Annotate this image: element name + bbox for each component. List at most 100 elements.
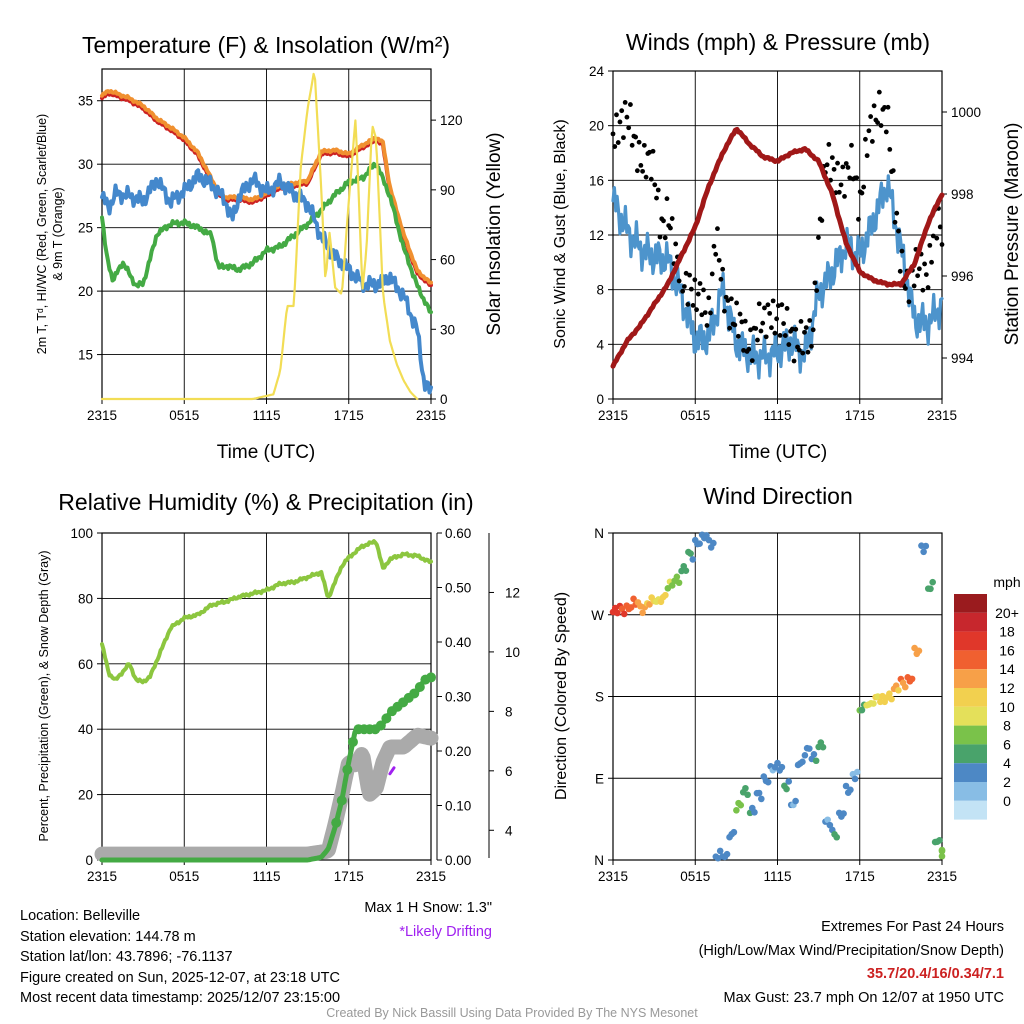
gust-point bbox=[871, 103, 877, 109]
gust-point bbox=[661, 218, 666, 224]
wind-ytick-label: 0 bbox=[596, 392, 604, 407]
direction-point bbox=[915, 647, 923, 655]
direction-point bbox=[801, 752, 809, 759]
legend-label: 14 bbox=[999, 661, 1015, 677]
gust-point bbox=[746, 346, 752, 352]
precip-dot bbox=[414, 681, 425, 692]
gust-point bbox=[866, 128, 872, 134]
direction-point bbox=[744, 791, 751, 799]
gust-point bbox=[903, 286, 908, 291]
gust-point bbox=[809, 343, 814, 349]
gust-point bbox=[929, 259, 934, 265]
gust-point bbox=[856, 216, 861, 222]
legend-label: 16 bbox=[999, 642, 1015, 658]
gust-point bbox=[934, 235, 940, 241]
temp-xtick-label: 1715 bbox=[334, 408, 364, 423]
direction-point bbox=[716, 847, 724, 855]
extremes-panel: Extremes For Past 24 Hours (High/Low/Max… bbox=[699, 916, 1004, 1010]
gust-point bbox=[798, 318, 804, 324]
gust-point bbox=[772, 330, 778, 336]
gust-point bbox=[728, 296, 734, 302]
gust-point bbox=[681, 284, 687, 289]
temp-axes bbox=[101, 68, 432, 404]
direction-point bbox=[662, 591, 669, 599]
gust-point bbox=[650, 148, 656, 154]
gust-point bbox=[920, 287, 926, 293]
gust-point bbox=[735, 333, 741, 339]
direction-point bbox=[927, 585, 934, 593]
gust-point bbox=[849, 142, 854, 148]
direction-point bbox=[812, 757, 820, 765]
wind-xtick-label: 2315 bbox=[598, 408, 628, 423]
wind-rtick-label: 998 bbox=[951, 187, 974, 202]
wind-xtick-label: 0515 bbox=[680, 408, 710, 423]
dir-ytick-label: E bbox=[595, 771, 604, 786]
temp-rtick-label: 30 bbox=[440, 322, 455, 337]
gust-point bbox=[626, 125, 632, 131]
wind-xlabel: Time (UTC) bbox=[729, 442, 828, 463]
direction-point bbox=[842, 782, 850, 790]
gust-point bbox=[770, 298, 776, 304]
gust-point bbox=[814, 288, 820, 293]
gust-point bbox=[802, 329, 807, 335]
gust-point bbox=[784, 306, 790, 311]
dir-xtick-label: 0515 bbox=[680, 869, 710, 884]
figure-created: Figure created on Sun, 2025-12-07, at 23… bbox=[20, 969, 340, 986]
rh-ylabel-left: Percent, Precipitation (Green), & Snow D… bbox=[37, 550, 51, 841]
wind-series-sonic bbox=[611, 174, 944, 380]
gust-point bbox=[923, 272, 929, 277]
direction-point bbox=[895, 687, 902, 694]
wind-rtick-label: 996 bbox=[951, 269, 974, 284]
direction-point bbox=[723, 850, 731, 858]
dir-ytick-label: N bbox=[594, 526, 604, 541]
gust-point bbox=[939, 242, 945, 247]
gust-point bbox=[826, 142, 832, 147]
snow-tick-label: 4 bbox=[505, 823, 513, 838]
gust-point bbox=[842, 193, 847, 199]
gust-point bbox=[863, 136, 868, 142]
gust-point bbox=[829, 155, 835, 161]
credit-line: Created By Nick Bassill Using Data Provi… bbox=[326, 1006, 698, 1020]
rh-xtick-label: 2315 bbox=[416, 869, 446, 884]
rh-series-drifting bbox=[388, 766, 396, 776]
gust-point bbox=[763, 334, 769, 340]
gust-point bbox=[673, 241, 679, 247]
gust-point bbox=[807, 318, 813, 323]
direction-point bbox=[888, 695, 895, 703]
gust-point bbox=[657, 234, 663, 240]
extremes-values: 35.7/20.4/16/0.34/7.1 bbox=[866, 966, 1004, 982]
legend-swatch bbox=[954, 669, 987, 688]
gust-point bbox=[612, 144, 618, 149]
gust-point bbox=[868, 114, 874, 119]
gust-point bbox=[894, 210, 900, 216]
direction-point bbox=[806, 745, 813, 752]
gust-point bbox=[633, 134, 639, 140]
gust-point bbox=[781, 321, 786, 326]
wind-ylabel-right: Station Pressure (Maroon) bbox=[1002, 123, 1023, 346]
temp-xlabel: Time (UTC) bbox=[217, 442, 316, 463]
station-info: Location: Belleville Station elevation: … bbox=[20, 906, 340, 1009]
temp-ytick-label: 20 bbox=[78, 284, 93, 299]
precip-tick-label: 0.60 bbox=[445, 526, 471, 541]
gust-point bbox=[883, 129, 889, 135]
legend-swatch bbox=[954, 744, 987, 764]
gust-point bbox=[753, 326, 759, 331]
gust-point bbox=[690, 302, 696, 308]
direction-point bbox=[799, 758, 806, 766]
direction-point bbox=[639, 609, 646, 617]
gust-point bbox=[664, 196, 670, 202]
legend-label: 18 bbox=[999, 624, 1015, 640]
temp-xtick-label: 0515 bbox=[169, 408, 199, 423]
direction-point bbox=[920, 548, 927, 556]
precip-tick-label: 0.00 bbox=[445, 853, 471, 868]
rh-title: Relative Humidity (%) & Precipitation (i… bbox=[58, 489, 473, 515]
direction-point bbox=[886, 690, 893, 697]
gust-point bbox=[843, 161, 849, 166]
wind-xtick-label: 1115 bbox=[763, 408, 791, 423]
gust-point bbox=[793, 326, 799, 332]
gust-point bbox=[925, 285, 931, 290]
direction-point bbox=[938, 846, 946, 854]
wind-title: Winds (mph) & Pressure (mb) bbox=[626, 29, 930, 55]
rh-ytick-label: 20 bbox=[78, 788, 93, 803]
